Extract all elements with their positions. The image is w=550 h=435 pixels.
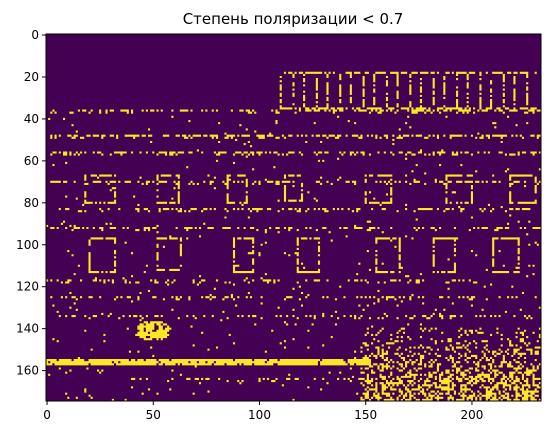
x-axis: 0 50 100 150 200: [43, 401, 483, 422]
y-tick-label: 160: [16, 364, 39, 378]
x-tick-label: 50: [146, 408, 161, 422]
chart-title: Степень поляризации < 0.7: [183, 10, 404, 28]
x-tick-label: 100: [248, 408, 271, 422]
heatmap-cells: [46, 71, 541, 401]
x-tick-label: 0: [43, 408, 51, 422]
x-tick-label: 150: [354, 408, 377, 422]
y-tick-label: 80: [24, 196, 39, 210]
y-tick-label: 0: [31, 28, 39, 42]
y-axis: 0 20 40 60 80 100 120 140 160: [16, 28, 46, 378]
x-tick-label: 200: [461, 408, 484, 422]
y-tick-label: 20: [24, 70, 39, 84]
y-tick-label: 100: [16, 238, 39, 252]
y-tick-label: 60: [24, 154, 39, 168]
heatmap-image: [46, 71, 541, 401]
y-tick-label: 120: [16, 280, 39, 294]
y-tick-label: 140: [16, 322, 39, 336]
plot-frame: [45, 33, 542, 402]
y-tick-label: 40: [24, 112, 39, 126]
